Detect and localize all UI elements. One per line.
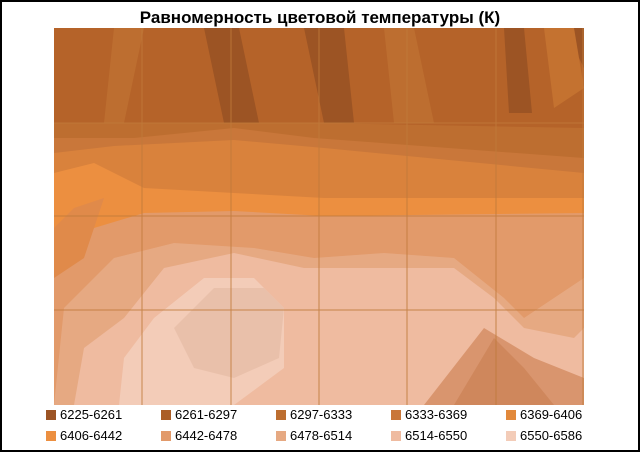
contour-band-6297-6333-mid-1 <box>104 28 144 123</box>
legend-label: 6478-6514 <box>290 428 353 443</box>
legend: 6225-6261 6261-6297 6297-6333 6333-6369 … <box>46 407 606 443</box>
legend-item: 6333-6369 <box>391 407 506 422</box>
legend-swatch <box>46 430 56 441</box>
contour-band-6225-6261-peak-3 <box>504 28 532 113</box>
contour-surface <box>54 28 584 405</box>
legend-swatch <box>506 409 516 420</box>
grid-lines <box>54 28 584 405</box>
legend-swatch <box>46 409 56 420</box>
legend-item: 6297-6333 <box>276 407 391 422</box>
legend-label: 6514-6550 <box>405 428 468 443</box>
legend-item: 6261-6297 <box>161 407 276 422</box>
legend-swatch <box>276 409 286 420</box>
contour-band-6297-6333-mid-3 <box>544 28 584 108</box>
legend-label: 6369-6406 <box>520 407 583 422</box>
legend-item: 6514-6550 <box>391 428 506 443</box>
legend-item: 6442-6478 <box>161 428 276 443</box>
legend-label: 6333-6369 <box>405 407 468 422</box>
legend-label: 6297-6333 <box>290 407 353 422</box>
legend-item: 6406-6442 <box>46 428 161 443</box>
legend-swatch <box>276 430 286 441</box>
legend-swatch <box>161 430 171 441</box>
plot-area <box>54 28 584 405</box>
legend-swatch <box>391 409 401 420</box>
legend-label: 6442-6478 <box>175 428 238 443</box>
legend-item: 6550-6586 <box>506 428 621 443</box>
legend-item: 6225-6261 <box>46 407 161 422</box>
legend-label: 6261-6297 <box>175 407 238 422</box>
legend-item: 6478-6514 <box>276 428 391 443</box>
legend-label: 6406-6442 <box>60 428 123 443</box>
contour-band-6225-6261-peak-2 <box>304 28 354 123</box>
legend-label: 6550-6586 <box>520 428 583 443</box>
legend-swatch <box>506 430 516 441</box>
contour-band-6442-6478-lower-right <box>454 338 554 405</box>
legend-swatch <box>391 430 401 441</box>
legend-item: 6369-6406 <box>506 407 621 422</box>
contour-band-6297-6333-mid-2 <box>384 28 434 123</box>
legend-swatch <box>161 409 171 420</box>
legend-label: 6225-6261 <box>60 407 123 422</box>
chart-title: Равномерность цветовой температуры (К) <box>139 8 501 27</box>
contour-band-6442-6478-left <box>54 198 104 278</box>
